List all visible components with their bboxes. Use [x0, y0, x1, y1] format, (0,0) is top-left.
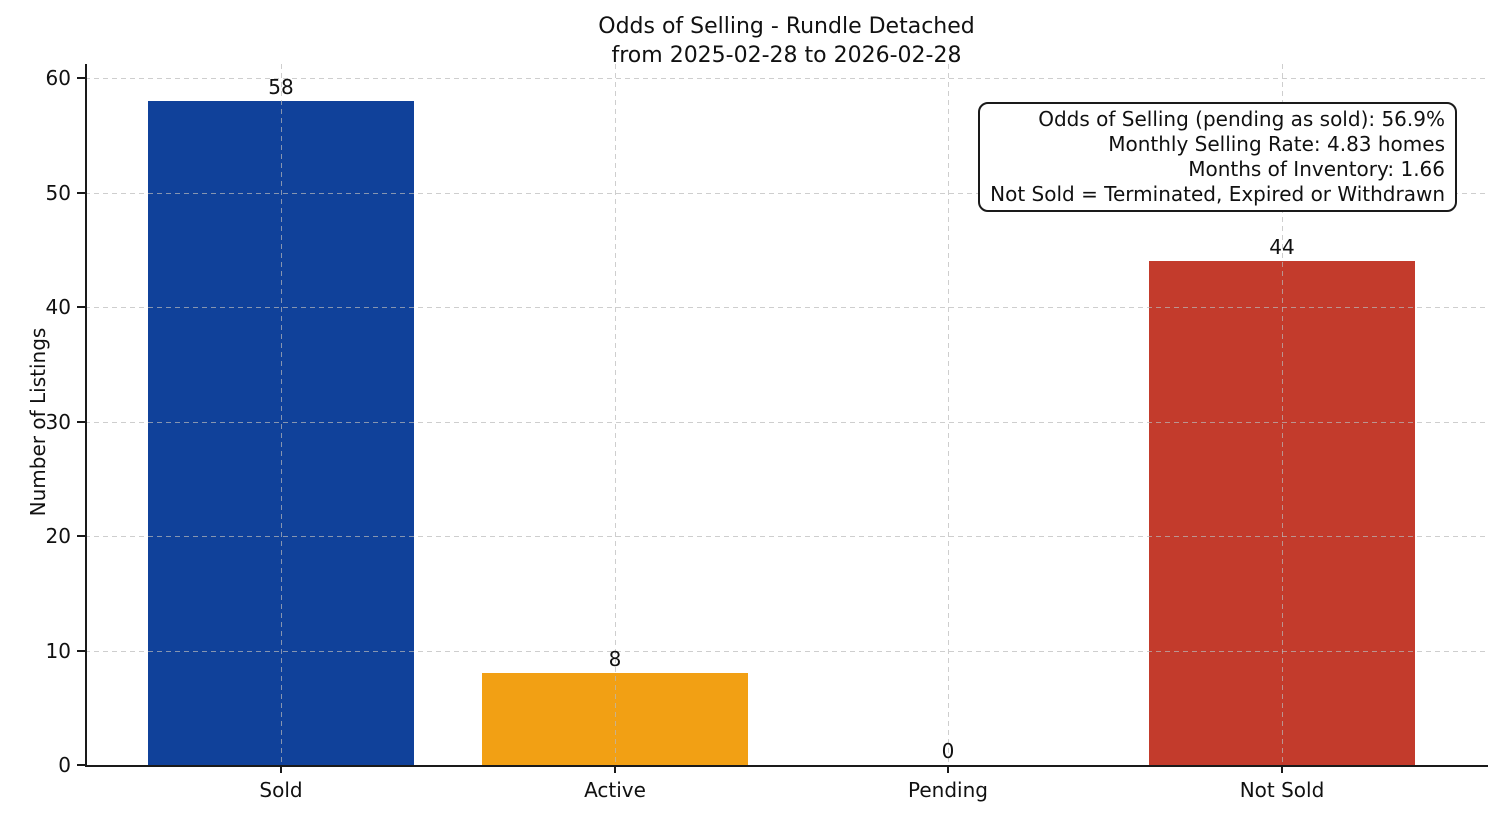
chart-subtitle: from 2025-02-28 to 2026-02-28	[611, 43, 962, 68]
chart-title-block: Odds of Selling - Rundle Detached from 2…	[85, 12, 1488, 70]
gridline-horizontal	[85, 650, 1488, 652]
y-tick-mark	[77, 649, 85, 652]
y-tick-label-20: 20	[45, 524, 71, 548]
gridline-horizontal	[85, 192, 1488, 194]
y-tick-label-10: 10	[45, 638, 71, 663]
x-tick-label-not-sold: Not Sold	[1239, 778, 1325, 802]
y-axis-spine	[85, 64, 87, 767]
bar-value-label-active: 8	[608, 647, 622, 672]
y-tick-mark	[77, 306, 85, 308]
bar-value-label-not-sold: 44	[1269, 235, 1295, 260]
x-tick-mark	[614, 765, 616, 773]
x-tick-mark	[1281, 765, 1283, 773]
bar-value-label-pending: 0	[941, 739, 955, 763]
gridline-vertical-pending	[948, 64, 949, 765]
y-tick-mark	[77, 764, 85, 766]
annotation-box: Odds of Selling (pending as sold): 56.9%…	[978, 102, 1457, 212]
y-tick-label-30: 30	[45, 409, 71, 434]
x-tick-label-sold: Sold	[259, 778, 303, 802]
bar-value-label-sold: 58	[268, 74, 294, 99]
annotation-months-of-inventory: Months of Inventory: 1.66	[1188, 157, 1445, 181]
y-tick-mark	[77, 191, 85, 194]
y-tick-mark	[77, 77, 85, 79]
gridline-horizontal	[85, 536, 1488, 537]
x-tick-label-active: Active	[584, 778, 646, 802]
gridline-horizontal	[85, 307, 1488, 308]
y-tick-label-60: 60	[45, 66, 71, 90]
gridline-horizontal	[85, 421, 1488, 423]
annotation-odds-of-selling: Odds of Selling (pending as sold): 56.9%	[1038, 107, 1445, 131]
y-tick-mark	[77, 420, 85, 423]
gridline-vertical-sold	[281, 64, 282, 765]
annotation-monthly-selling-rate: Monthly Selling Rate: 4.83 homes	[1108, 132, 1445, 156]
gridline-horizontal	[85, 78, 1488, 79]
y-tick-label-40: 40	[45, 295, 71, 319]
y-tick-label-0: 0	[58, 753, 71, 777]
annotation-not-sold-definition: Not Sold = Terminated, Expired or Withdr…	[990, 182, 1445, 206]
x-tick-mark	[280, 765, 282, 773]
x-tick-label-pending: Pending	[908, 778, 988, 802]
gridline-vertical-not-sold	[1282, 64, 1283, 765]
x-tick-mark	[947, 765, 949, 773]
x-axis-spine	[85, 765, 1488, 767]
gridline-vertical-active	[615, 64, 616, 765]
y-tick-label-50: 50	[45, 180, 71, 205]
y-tick-mark	[77, 535, 85, 537]
chart-title: Odds of Selling - Rundle Detached	[598, 14, 975, 39]
